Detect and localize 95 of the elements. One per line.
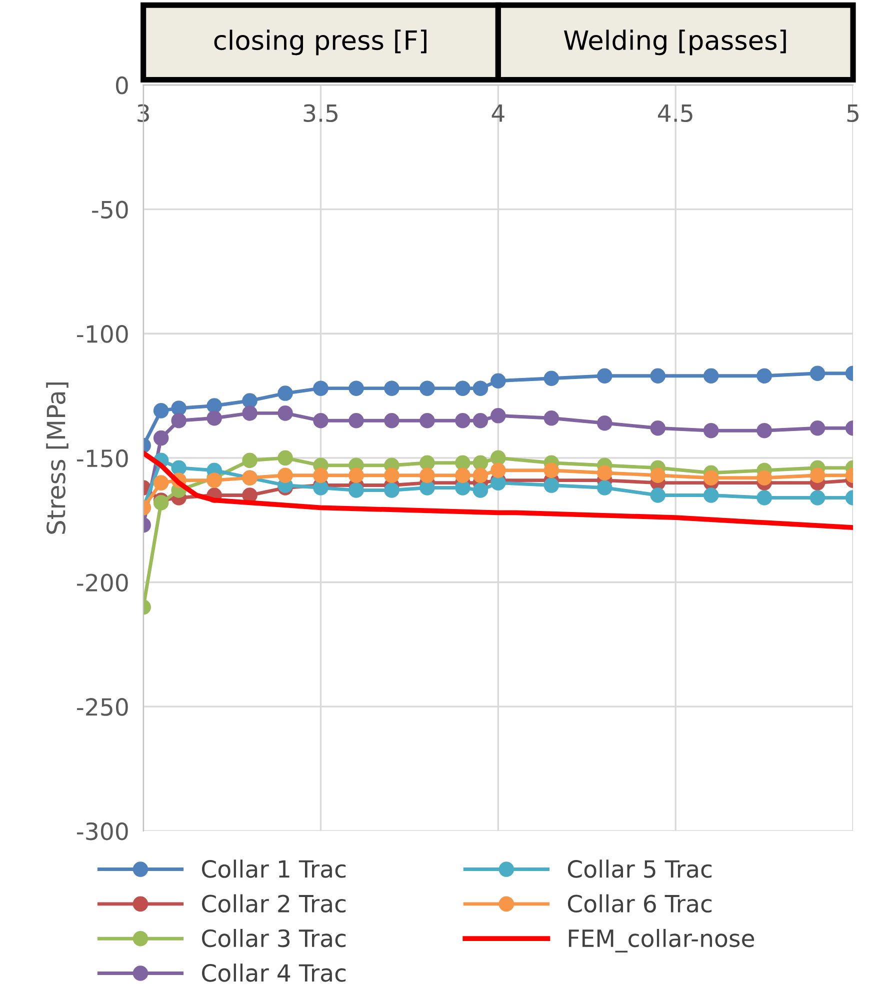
x-tick-label: 4.5	[658, 104, 692, 122]
point	[278, 386, 293, 401]
point	[348, 380, 364, 396]
point	[455, 380, 470, 396]
point	[544, 370, 560, 386]
legend-label: Collar 4 Trac	[202, 964, 346, 982]
point	[242, 452, 258, 468]
point	[490, 450, 506, 466]
y-tick-label: -200	[77, 574, 128, 592]
legend-label: Collar 5 Trac	[568, 860, 712, 878]
point	[242, 393, 258, 408]
point	[153, 403, 169, 418]
point	[596, 480, 612, 496]
point	[313, 380, 328, 396]
point	[472, 413, 488, 428]
point	[703, 488, 719, 503]
point	[455, 413, 470, 428]
point	[703, 368, 719, 384]
point	[384, 468, 400, 483]
x-tick-label: 4	[492, 104, 504, 122]
point	[420, 468, 435, 483]
legend-label: Collar 1 Trac	[202, 860, 346, 878]
point	[420, 413, 435, 428]
y-tick-label: -100	[77, 325, 128, 343]
legend-label: Collar 2 Trac	[202, 894, 346, 913]
point	[490, 475, 506, 490]
text: closing press [F]	[214, 30, 426, 56]
point	[810, 366, 826, 382]
point	[278, 406, 293, 421]
text: Welding [passes]	[564, 30, 786, 56]
point	[348, 468, 364, 483]
point	[703, 422, 719, 438]
point	[756, 490, 772, 506]
point	[278, 450, 293, 466]
point	[472, 468, 488, 483]
point	[384, 482, 400, 498]
point	[596, 465, 612, 480]
legend-label: Collar 3 Trac	[202, 928, 346, 948]
point	[596, 415, 612, 431]
point	[171, 460, 186, 476]
point	[171, 413, 186, 428]
y-tick-label: 0	[116, 76, 128, 94]
point	[544, 462, 560, 478]
point	[810, 490, 826, 506]
point	[384, 380, 400, 396]
point	[455, 468, 470, 483]
point	[313, 480, 328, 496]
point	[242, 488, 258, 503]
point	[490, 462, 506, 478]
point	[544, 410, 560, 426]
point	[278, 468, 293, 483]
point	[153, 430, 169, 446]
x-tick-label: 3.5	[304, 104, 338, 122]
point	[810, 468, 826, 483]
point	[153, 475, 169, 490]
y-axis-title: Stress [MPa]	[46, 382, 68, 534]
point	[313, 468, 328, 483]
point	[455, 455, 470, 471]
point	[348, 482, 364, 498]
point	[348, 413, 364, 428]
point	[455, 480, 470, 496]
point	[313, 413, 328, 428]
point	[596, 368, 612, 384]
point	[756, 470, 772, 486]
point	[650, 368, 666, 384]
point	[206, 472, 222, 488]
point	[490, 373, 506, 388]
point	[472, 380, 488, 396]
legend-label: FEM_collar-nose	[568, 928, 754, 952]
point	[490, 408, 506, 424]
point	[242, 406, 258, 421]
point	[420, 380, 435, 396]
point	[650, 488, 666, 503]
legend-label: Collar 6 Trac	[568, 894, 712, 913]
point	[206, 410, 222, 426]
point	[472, 455, 488, 471]
point	[384, 413, 400, 428]
point	[703, 470, 719, 486]
point	[206, 398, 222, 414]
y-tick-label: -150	[77, 449, 128, 468]
point	[810, 420, 826, 436]
point	[544, 478, 560, 493]
y-tick-label: -250	[77, 698, 128, 716]
point	[472, 482, 488, 498]
point	[650, 420, 666, 436]
point	[756, 368, 772, 384]
point	[171, 400, 186, 416]
y-tick-label: -300	[77, 822, 128, 840]
point	[756, 422, 772, 438]
y-tick-label: -50	[92, 200, 128, 219]
x-tick-label: 5	[847, 104, 858, 122]
x-tick-label: 3	[138, 104, 149, 122]
point	[420, 480, 435, 496]
point	[420, 455, 435, 471]
point	[650, 468, 666, 483]
